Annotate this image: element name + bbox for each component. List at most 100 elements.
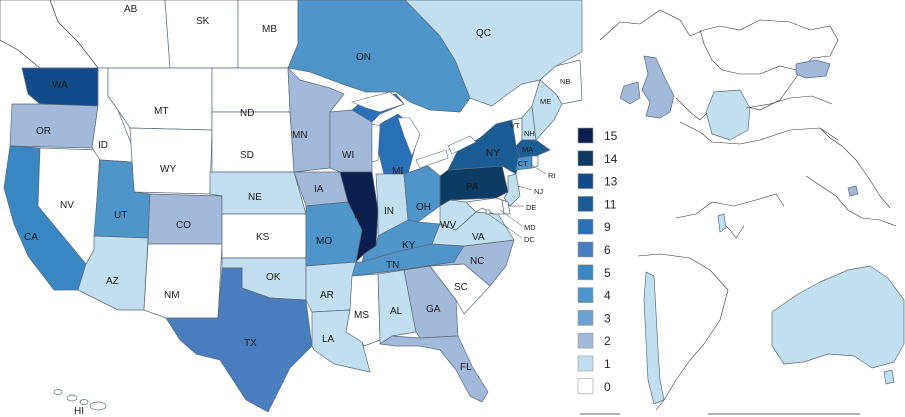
label-MO: MO — [316, 236, 332, 247]
legend-label: 13 — [604, 175, 618, 189]
legend-item: 0 — [577, 378, 611, 395]
legend-swatch — [577, 378, 594, 395]
legend-label: 4 — [604, 289, 611, 303]
legend-label: 9 — [604, 220, 611, 234]
inset-se-asia — [805, 127, 897, 227]
label-NJ: NJ — [534, 187, 543, 196]
region-FL — [379, 335, 489, 403]
inset-south-america — [637, 253, 729, 411]
legend-label: 1 — [604, 357, 611, 371]
label-NV: NV — [60, 200, 74, 211]
legend-item: 9 — [577, 218, 611, 235]
label-leaders — [487, 163, 547, 239]
label-NM: NM — [164, 290, 180, 301]
legend-swatch — [577, 332, 594, 349]
region-WI — [329, 109, 373, 173]
legend-swatch — [577, 173, 594, 189]
great-lakes — [351, 91, 477, 169]
label-SK: SK — [196, 16, 210, 27]
region-TX — [165, 267, 313, 413]
label-WI: WI — [342, 150, 354, 161]
legend-swatch — [577, 127, 594, 144]
label-IL: IL — [354, 210, 363, 221]
label-CO: CO — [176, 220, 191, 231]
label-PA: PA — [466, 182, 479, 193]
legend: 15 14 13 11 9 6 5 4 3 2 1 0 — [577, 127, 618, 395]
label-NH: NH — [524, 129, 535, 138]
region-labels: AB SK MB ON QC NB WA OR CA NV ID MT WY U… — [24, 4, 570, 417]
country-ie — [619, 81, 641, 105]
label-VA: VA — [472, 232, 485, 243]
legend-label: 3 — [604, 311, 611, 325]
label-MT: MT — [154, 106, 168, 117]
region-ND — [211, 67, 291, 113]
label-MS: MS — [354, 310, 369, 321]
legend-label: 2 — [604, 334, 611, 348]
label-DC: DC — [524, 235, 535, 244]
label-QC: QC — [476, 28, 491, 39]
country-lv — [795, 59, 831, 79]
legend-item: 5 — [577, 264, 611, 281]
label-CT: CT — [518, 159, 528, 168]
label-WA: WA — [52, 80, 68, 91]
label-NY: NY — [486, 148, 500, 159]
legend-swatch — [577, 264, 594, 281]
label-TX: TX — [244, 338, 257, 349]
country-au — [771, 265, 905, 369]
region-MD — [465, 197, 505, 215]
label-UT: UT — [114, 210, 127, 221]
legend-label: 0 — [604, 380, 611, 394]
legend-swatch — [577, 150, 594, 167]
label-OH: OH — [416, 202, 431, 213]
legend-swatch — [577, 287, 594, 303]
label-SD: SD — [240, 150, 254, 161]
inset-europe — [599, 9, 839, 145]
region-WY — [129, 127, 213, 195]
label-MI: MI — [392, 166, 403, 177]
region-OH — [403, 165, 441, 223]
label-NC: NC — [470, 256, 484, 267]
region-CO — [147, 193, 223, 245]
legend-item: 1 — [577, 355, 611, 372]
region-HI — [53, 389, 107, 411]
legend-item: 15 — [577, 127, 618, 144]
label-MD: MD — [524, 223, 536, 232]
label-ID: ID — [98, 140, 108, 151]
region-QC — [404, 0, 583, 107]
label-MA: MA — [522, 145, 533, 154]
country-sg — [847, 185, 859, 197]
legend-item: 3 — [577, 310, 611, 326]
legend-label: 6 — [604, 243, 611, 257]
label-MB: MB — [262, 24, 277, 35]
legend-swatch — [577, 310, 594, 326]
label-AR: AR — [320, 290, 334, 301]
label-KS: KS — [256, 232, 270, 243]
country-de — [705, 89, 751, 141]
label-HI: HI — [74, 406, 84, 417]
legend-label: 15 — [604, 129, 618, 143]
label-TN: TN — [386, 260, 399, 271]
region-SD — [211, 111, 295, 173]
inset-middle-east — [675, 193, 785, 239]
region-AR — [305, 261, 357, 313]
label-WV: WV — [440, 220, 456, 231]
label-NE: NE — [248, 192, 262, 203]
legend-item: 14 — [577, 150, 618, 167]
label-DE: DE — [526, 203, 536, 212]
label-RI: RI — [548, 171, 556, 180]
label-AB: AB — [124, 4, 138, 15]
world-insets — [580, 9, 905, 415]
region-OR — [9, 103, 99, 149]
legend-swatch — [577, 241, 594, 258]
label-GA: GA — [426, 304, 441, 315]
label-IA: IA — [314, 184, 324, 195]
label-AZ: AZ — [106, 276, 119, 287]
region-SK — [164, 0, 239, 69]
region-RI — [531, 155, 539, 169]
legend-swatch — [577, 196, 594, 212]
label-CA: CA — [24, 232, 38, 243]
label-VT: VT — [510, 121, 520, 130]
region-NM — [143, 243, 223, 319]
region-MT — [107, 67, 213, 131]
